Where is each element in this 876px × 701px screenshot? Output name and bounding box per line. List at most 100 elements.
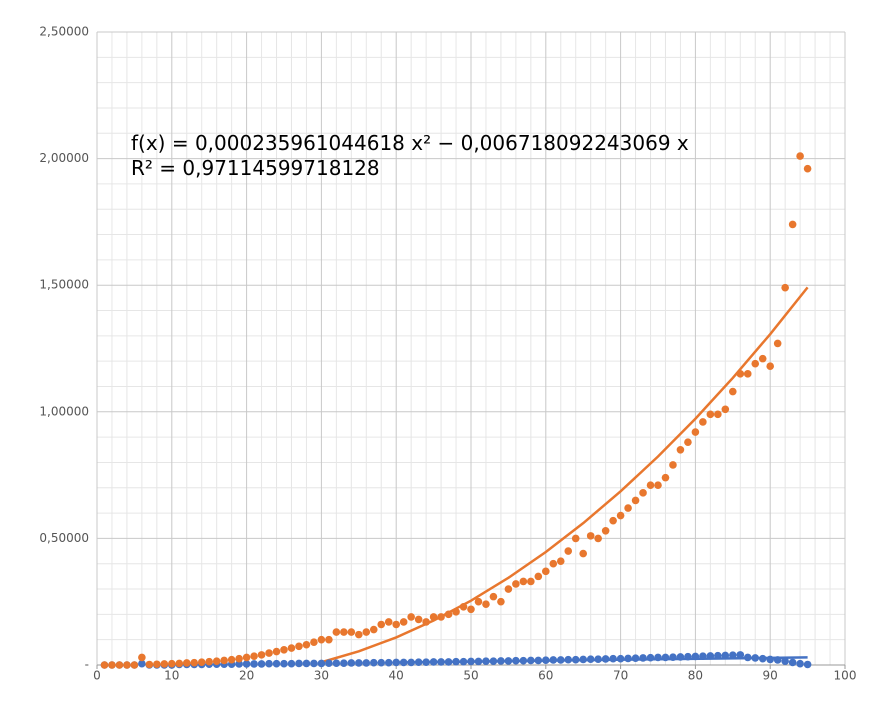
point: [317, 635, 326, 644]
point: [265, 649, 273, 657]
point: [175, 659, 184, 668]
point: [676, 653, 685, 661]
point: [130, 661, 139, 669]
point: [691, 652, 700, 661]
point: [355, 630, 363, 639]
point: [631, 496, 640, 505]
point: [669, 653, 677, 661]
point: [504, 657, 513, 665]
point: [242, 653, 251, 662]
point: [781, 283, 789, 292]
point: [190, 658, 199, 667]
point: [332, 628, 341, 636]
point: [467, 657, 475, 666]
point: [482, 600, 490, 609]
point: [227, 655, 236, 664]
y-tick-label: 0,50000: [39, 531, 89, 545]
trend-equation: f(x) = 0,000235961044618 x² − 0,00671809…: [131, 131, 689, 155]
point: [743, 653, 752, 662]
point: [160, 660, 169, 668]
point: [437, 658, 445, 666]
point: [527, 577, 535, 586]
point: [646, 653, 655, 662]
point: [669, 461, 677, 469]
point: [444, 658, 453, 666]
point: [519, 577, 528, 586]
point: [384, 658, 393, 667]
x-tick-label: 40: [389, 669, 404, 683]
point: [429, 658, 438, 666]
point: [564, 547, 573, 555]
point: [586, 532, 595, 540]
point: [556, 557, 565, 565]
grid: 0 10 20 30 40 50 60 70 80 90 100 - 0,50000 1,00000 1,5…: [39, 25, 856, 683]
point: [639, 489, 647, 497]
point: [512, 656, 520, 665]
point: [571, 534, 580, 543]
point: [624, 654, 632, 663]
point: [407, 658, 415, 667]
point: [781, 657, 789, 666]
point: [616, 511, 625, 520]
point: [100, 661, 109, 669]
point: [272, 659, 281, 668]
point: [235, 654, 243, 663]
point: [302, 659, 311, 668]
point: [287, 644, 296, 652]
point: [803, 660, 812, 669]
point: [347, 659, 356, 667]
point: [489, 657, 498, 666]
point: [564, 655, 573, 664]
point: [138, 659, 146, 668]
point: [706, 410, 715, 419]
point: [257, 660, 266, 668]
point: [729, 651, 737, 659]
x-tick-label: 80: [688, 669, 703, 683]
point: [377, 620, 386, 629]
point: [257, 651, 266, 659]
point: [579, 655, 587, 664]
point: [384, 618, 393, 626]
point: [115, 661, 124, 669]
point: [796, 659, 804, 668]
y-tick-label: 1,00000: [39, 404, 89, 418]
point: [639, 654, 647, 662]
point: [751, 359, 760, 368]
point: [145, 660, 154, 669]
point: [609, 516, 617, 525]
point: [699, 652, 707, 660]
point: [182, 659, 191, 667]
point: [773, 339, 782, 348]
point: [414, 615, 423, 624]
point: [721, 405, 730, 414]
point: [332, 659, 341, 668]
point: [467, 605, 475, 614]
point: [773, 656, 782, 664]
point: [489, 592, 498, 601]
point: [706, 652, 715, 660]
point: [399, 618, 408, 626]
point: [235, 660, 243, 668]
point: [721, 651, 730, 660]
point: [527, 656, 535, 665]
point: [556, 656, 565, 664]
point: [714, 651, 722, 660]
y-tick-label: 1,50000: [39, 278, 89, 292]
point: [512, 580, 520, 588]
point: [594, 534, 602, 543]
point: [422, 618, 430, 626]
point: [168, 659, 176, 668]
point: [482, 657, 490, 666]
point: [571, 655, 580, 664]
point: [699, 418, 707, 426]
point: [796, 152, 804, 160]
point: [250, 652, 258, 660]
point: [108, 661, 116, 669]
point: [684, 652, 692, 661]
point: [369, 625, 378, 634]
point: [616, 654, 625, 663]
x-tick-label: 60: [538, 669, 553, 683]
point: [788, 220, 797, 229]
point: [542, 656, 550, 664]
